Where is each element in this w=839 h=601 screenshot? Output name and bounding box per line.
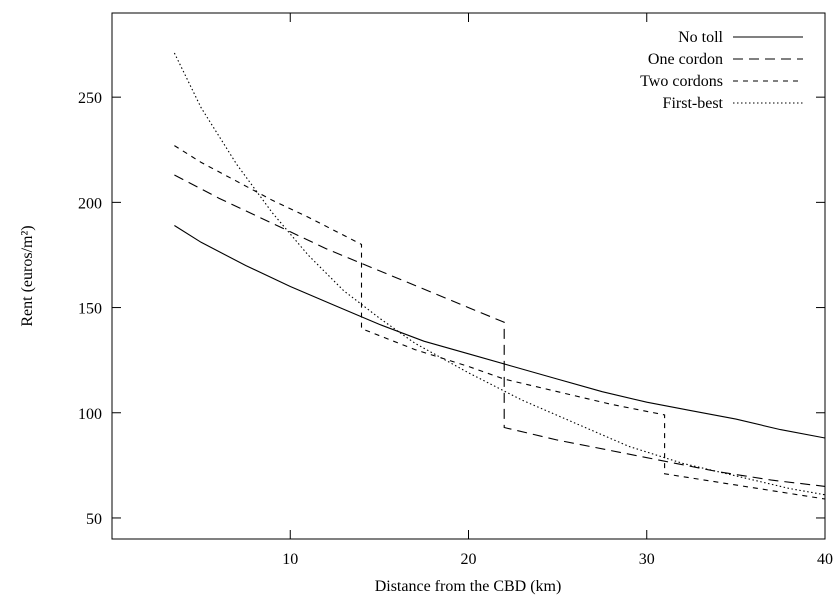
legend-label: No toll [678, 29, 723, 46]
series-line [174, 145, 826, 500]
x-tick-label: 20 [461, 551, 477, 568]
x-tick-label: 10 [282, 551, 298, 568]
series-line [174, 174, 826, 487]
series-lines [173, 52, 826, 500]
axis-ticks: 10 20 30 40 50 100 150 200 250 [78, 13, 833, 568]
x-axis-label: Distance from the CBD (km) [375, 578, 562, 595]
plot-frame [111, 12, 826, 540]
legend-label: First-best [663, 95, 724, 112]
y-tick-label: 100 [78, 406, 102, 423]
x-tick-label: 30 [639, 551, 655, 568]
y-tick-label: 150 [78, 301, 102, 318]
x-tick-label: 40 [817, 551, 833, 568]
y-axis-label: Rent (euros/m²) [19, 225, 36, 326]
legend-label: Two cordons [640, 73, 723, 90]
legend: No toll One cordon Two cordons First-best [640, 29, 803, 112]
series-line [174, 225, 826, 439]
legend-label: One cordon [648, 51, 723, 68]
y-tick-label: 250 [78, 90, 102, 107]
y-tick-label: 200 [78, 195, 102, 212]
y-tick-label: 50 [86, 511, 102, 528]
series-line [173, 52, 826, 496]
